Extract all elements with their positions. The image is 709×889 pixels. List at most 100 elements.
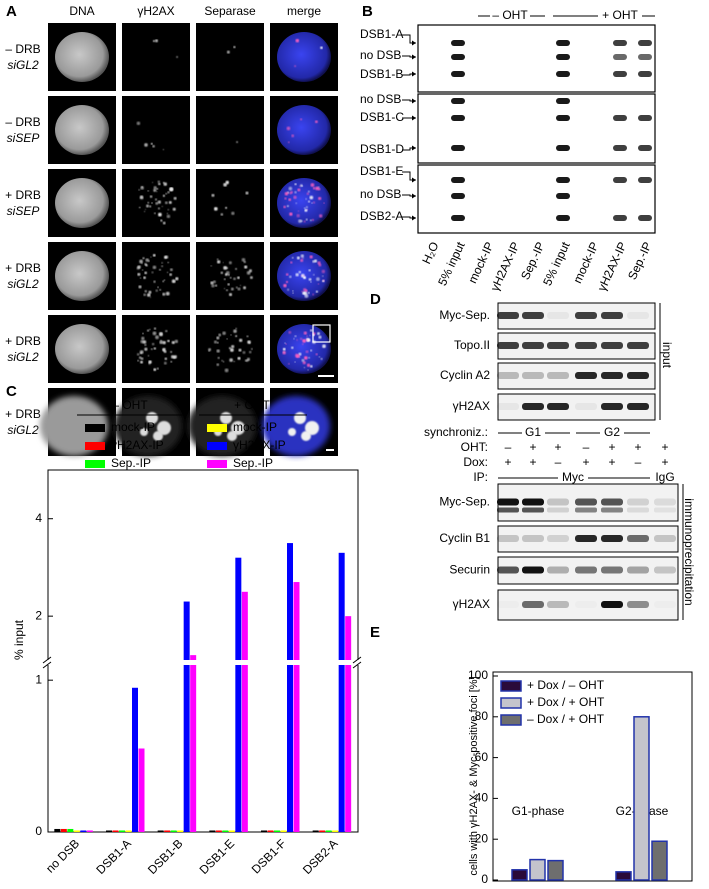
blot-band bbox=[654, 507, 676, 513]
bar bbox=[177, 830, 184, 832]
focus bbox=[151, 271, 154, 274]
zoom-blob bbox=[40, 396, 108, 456]
focus bbox=[223, 182, 227, 187]
band bbox=[613, 71, 627, 77]
nucleus bbox=[277, 32, 331, 82]
band bbox=[451, 177, 465, 183]
group-label: Myc bbox=[562, 470, 584, 484]
blot-band bbox=[575, 342, 597, 349]
nucleus bbox=[55, 251, 109, 301]
focus bbox=[298, 270, 302, 274]
focus bbox=[159, 268, 161, 271]
focus bbox=[292, 290, 294, 292]
focus bbox=[227, 283, 230, 286]
focus bbox=[306, 363, 311, 367]
focus bbox=[236, 141, 239, 144]
focus bbox=[295, 202, 298, 204]
focus bbox=[229, 358, 233, 362]
focus bbox=[305, 198, 308, 200]
blot-band bbox=[547, 312, 569, 319]
blot-band bbox=[522, 372, 544, 379]
side-label: input bbox=[660, 342, 674, 369]
focus bbox=[216, 341, 219, 344]
focus bbox=[239, 338, 243, 342]
band bbox=[556, 193, 570, 199]
blot-band bbox=[627, 535, 649, 542]
blot-band bbox=[497, 372, 519, 379]
focus bbox=[317, 283, 320, 285]
band bbox=[638, 215, 652, 221]
axis-break bbox=[42, 660, 364, 665]
blot-band bbox=[497, 601, 519, 608]
row-sirna: siGL2 bbox=[7, 58, 39, 72]
focus bbox=[285, 280, 289, 284]
focus bbox=[305, 206, 308, 209]
panel-label: D bbox=[370, 291, 381, 308]
blot-band bbox=[627, 601, 649, 608]
focus bbox=[288, 330, 292, 334]
blot-band bbox=[601, 507, 623, 513]
focus bbox=[311, 202, 313, 204]
focus bbox=[318, 356, 320, 358]
dox-sign: + bbox=[608, 455, 615, 469]
focus bbox=[295, 38, 300, 43]
focus bbox=[213, 340, 217, 344]
blot-label: Cyclin A2 bbox=[440, 368, 490, 382]
bar bbox=[529, 858, 546, 881]
focus bbox=[307, 291, 310, 294]
focus bbox=[149, 328, 151, 331]
row-label: OHT: bbox=[461, 440, 488, 454]
band bbox=[613, 145, 627, 151]
focus bbox=[154, 212, 156, 215]
focus bbox=[165, 329, 168, 333]
bar bbox=[235, 557, 242, 832]
band bbox=[451, 145, 465, 151]
focus bbox=[214, 284, 218, 287]
blot-band bbox=[575, 535, 597, 542]
blot-band bbox=[575, 566, 597, 574]
focus bbox=[208, 350, 210, 352]
focus bbox=[152, 40, 155, 43]
focus bbox=[293, 337, 295, 340]
bar bbox=[54, 828, 61, 832]
focus bbox=[226, 50, 230, 54]
row-treatment: + DRB bbox=[5, 334, 41, 348]
focus bbox=[230, 348, 234, 352]
focus bbox=[210, 265, 212, 267]
focus bbox=[211, 193, 215, 197]
focus bbox=[138, 189, 140, 191]
focus bbox=[307, 369, 309, 371]
micrograph bbox=[122, 315, 190, 383]
focus bbox=[300, 258, 304, 262]
focus bbox=[137, 359, 139, 362]
bar bbox=[280, 830, 287, 832]
focus bbox=[152, 253, 156, 257]
focus bbox=[296, 214, 300, 218]
focus bbox=[323, 202, 325, 204]
dox-sign: + bbox=[504, 455, 511, 469]
focus bbox=[217, 260, 221, 264]
focus bbox=[304, 289, 308, 293]
focus bbox=[310, 183, 315, 187]
focus bbox=[292, 292, 294, 294]
band bbox=[556, 177, 570, 183]
focus bbox=[162, 221, 166, 225]
oht-sign: + bbox=[554, 440, 561, 454]
oht-sign: + bbox=[608, 440, 615, 454]
focus bbox=[233, 46, 236, 49]
y-tick-label: 1 bbox=[35, 672, 42, 686]
focus bbox=[303, 366, 306, 369]
focus bbox=[315, 353, 318, 356]
bar bbox=[170, 830, 177, 832]
focus bbox=[297, 188, 301, 192]
row-treatment: – DRB bbox=[5, 115, 40, 129]
blot-band bbox=[522, 601, 544, 608]
condition: + OHT bbox=[602, 8, 638, 22]
focus bbox=[320, 46, 323, 50]
focus bbox=[138, 206, 141, 209]
band bbox=[638, 71, 652, 77]
lane-label: H₂O bbox=[419, 240, 441, 266]
x-tick-label: no DSB bbox=[43, 836, 82, 875]
y-tick-label: 100 bbox=[468, 668, 488, 682]
focus bbox=[144, 271, 147, 275]
